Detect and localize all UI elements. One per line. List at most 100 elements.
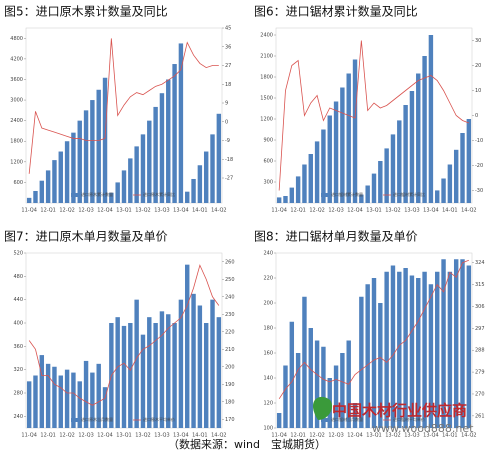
y2-tick-label: -30	[475, 188, 483, 194]
y2-tick-label: 230	[225, 312, 235, 318]
bar	[153, 106, 158, 203]
x-tick-label: 11-Q4	[271, 433, 286, 439]
bar	[71, 132, 76, 203]
x-tick-label: 13-Q3	[154, 208, 169, 214]
bar	[216, 317, 222, 428]
bar	[378, 303, 383, 428]
y2-tick-label: -27	[225, 176, 233, 182]
legend-label: 进口原木累计同比	[143, 191, 175, 197]
bar	[178, 43, 184, 203]
bar	[441, 178, 446, 203]
bar	[166, 79, 171, 203]
bar	[45, 363, 51, 428]
x-tick-label: 12-Q1	[40, 433, 55, 439]
bar	[359, 296, 364, 428]
bar	[352, 403, 358, 428]
legend-label: 进口锯材平均单价	[393, 416, 425, 422]
x-tick-label: 12-Q3	[78, 433, 93, 439]
y-tick-label: 440	[13, 297, 23, 303]
bar	[447, 271, 453, 428]
bar	[283, 365, 288, 428]
y-tick-label: 280	[13, 391, 23, 397]
bar	[109, 192, 114, 203]
y2-tick-label: -9	[225, 138, 230, 144]
y2-tick-label: 315	[475, 282, 485, 288]
bar	[216, 113, 222, 203]
y-tick-label: 120	[263, 401, 273, 407]
leaf-icon	[312, 396, 333, 420]
bar	[134, 299, 139, 428]
bar	[453, 149, 459, 203]
x-tick-label: 13-Q3	[404, 208, 419, 214]
legend-label: 进口锯材累计同比	[393, 191, 425, 197]
y2-tick-label: 200	[225, 364, 235, 370]
x-tick-label: 12-Q4	[347, 433, 362, 439]
bar	[191, 178, 196, 203]
y-tick-label: 240	[13, 414, 23, 420]
bar	[466, 265, 472, 428]
bar	[327, 115, 332, 203]
bar	[96, 363, 101, 428]
bar	[115, 182, 120, 203]
bar	[102, 387, 108, 428]
y2-tick-label: 0	[225, 119, 228, 125]
bar	[159, 93, 165, 203]
chart-title: 图7：进口原木单月数量及单价	[4, 229, 168, 244]
bar	[422, 271, 427, 428]
bar	[409, 91, 415, 203]
y2-tick-label: 30	[475, 38, 481, 44]
y-tick-label: 320	[13, 367, 23, 373]
bar	[302, 164, 307, 203]
bar	[197, 165, 203, 203]
bar	[321, 129, 326, 203]
x-tick-label: 13-Q4	[423, 208, 438, 214]
bar	[121, 325, 127, 428]
bar	[191, 293, 196, 428]
y-tick-label: 2100	[260, 54, 273, 60]
bar	[71, 372, 76, 428]
bar	[409, 275, 415, 428]
bar	[210, 299, 215, 428]
legend-label: 进口锯材当月数量	[331, 416, 363, 422]
y-tick-label: 4800	[10, 36, 23, 42]
x-tick-label: 13-Q1	[116, 208, 131, 214]
bar	[416, 278, 421, 428]
bar	[447, 164, 453, 203]
bar	[390, 134, 396, 203]
y-tick-label: 220	[263, 276, 273, 282]
bar	[58, 375, 63, 428]
bar	[121, 170, 127, 203]
bar	[340, 353, 345, 428]
x-tick-label: 12-Q2	[59, 433, 74, 439]
x-tick-label: 14-Q2	[461, 208, 476, 214]
bar	[64, 141, 70, 203]
bar	[52, 366, 57, 428]
x-tick-label: 14-Q1	[192, 208, 207, 214]
x-tick-label: 12-Q2	[309, 433, 324, 439]
x-tick-label: 13-Q3	[404, 433, 419, 439]
bar	[365, 185, 370, 203]
x-tick-label: 12-Q4	[97, 208, 112, 214]
y-tick-label: 1800	[260, 75, 273, 81]
bar	[185, 264, 190, 428]
bar	[166, 314, 171, 428]
bar	[428, 284, 434, 428]
line	[278, 259, 469, 400]
bar	[289, 321, 295, 428]
bar	[45, 170, 51, 203]
chart-title: 图6：进口锯材累计数量及同比	[254, 4, 418, 19]
legend-label: 进口锯材累计数量	[331, 191, 363, 197]
y2-tick-label: 210	[225, 347, 235, 353]
bar	[178, 299, 184, 428]
bar	[435, 190, 440, 203]
x-tick-label: 12-Q3	[328, 433, 343, 439]
bar	[197, 305, 203, 428]
x-tick-label: 11-Q4	[271, 208, 286, 214]
x-tick-label: 14-Q2	[211, 208, 226, 214]
y-tick-label: 140	[263, 376, 273, 382]
y-tick-label: 480	[13, 274, 23, 280]
y-tick-label: 600	[13, 180, 23, 186]
bar	[128, 323, 133, 428]
bar	[460, 259, 465, 428]
